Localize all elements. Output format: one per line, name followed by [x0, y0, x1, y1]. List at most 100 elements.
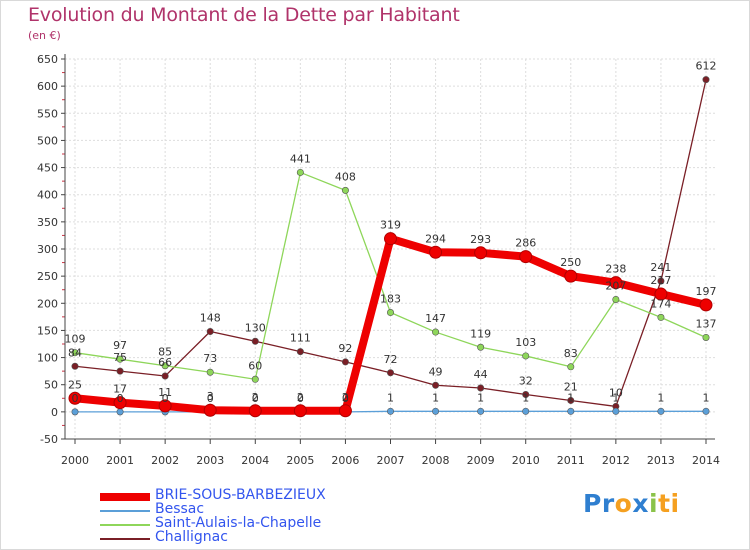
data-label: 84 [68, 346, 82, 359]
data-label: 2 [342, 391, 349, 404]
data-point [206, 368, 214, 376]
data-point [293, 404, 307, 418]
data-point [564, 269, 578, 283]
data-label: 286 [515, 237, 536, 250]
legend-swatch-brie [100, 493, 150, 501]
x-tick-label: 2004 [241, 454, 269, 467]
data-point [116, 355, 124, 363]
unit-label: (en €) [28, 29, 61, 42]
y-tick-label: 500 [37, 134, 58, 147]
data-point [519, 250, 533, 264]
data-label: 217 [650, 274, 671, 287]
data-point [251, 337, 259, 345]
data-label: 250 [560, 256, 581, 269]
data-point [386, 407, 394, 415]
y-tick-label: 300 [37, 243, 58, 256]
data-point [386, 369, 394, 377]
data-label: 2 [252, 391, 259, 404]
data-label: 25 [68, 378, 82, 391]
data-label: 92 [338, 342, 352, 355]
x-tick-label: 2007 [377, 454, 405, 467]
data-label: 2 [297, 391, 304, 404]
data-point [338, 404, 352, 418]
data-point [161, 372, 169, 380]
logo-part-5: ti [658, 489, 680, 518]
data-label: 1 [612, 391, 619, 404]
data-label: 60 [248, 359, 262, 372]
legend-label-brie: BRIE-SOUS-BARBEZIEUX [155, 487, 326, 503]
data-point [477, 343, 485, 351]
data-label: 1 [477, 391, 484, 404]
data-point [71, 408, 79, 416]
data-label: 241 [650, 261, 671, 274]
y-tick-label: 150 [37, 324, 58, 337]
x-tick-label: 2009 [467, 454, 495, 467]
data-point [68, 391, 82, 405]
x-tick-label: 2001 [106, 454, 134, 467]
data-point [657, 277, 665, 285]
x-tick-label: 2010 [512, 454, 540, 467]
data-point [71, 362, 79, 370]
data-point [71, 349, 79, 357]
chart-title: Evolution du Montant de la Dette par Hab… [28, 4, 460, 26]
data-point [612, 407, 620, 415]
x-tick-label: 2011 [557, 454, 585, 467]
data-label: 612 [696, 60, 717, 73]
data-point [657, 407, 665, 415]
data-point [477, 384, 485, 392]
data-label: 72 [384, 353, 398, 366]
x-tick-label: 2002 [151, 454, 179, 467]
data-point [474, 246, 488, 260]
data-label: 408 [335, 170, 356, 183]
data-label: 66 [158, 356, 172, 369]
series-lines [68, 76, 713, 418]
data-label: 0 [207, 392, 214, 405]
y-tick-label: 400 [37, 189, 58, 202]
data-point [203, 403, 217, 417]
y-tick-label: 550 [37, 107, 58, 120]
y-tick-label: 200 [37, 297, 58, 310]
data-label: 0 [342, 392, 349, 405]
data-label: 238 [605, 263, 626, 276]
data-label: 294 [425, 232, 446, 245]
data-label: 103 [515, 336, 536, 349]
data-point [522, 352, 530, 360]
data-point [702, 76, 710, 84]
data-label: 319 [380, 219, 401, 232]
legend-label-bessac: Bessac [155, 501, 205, 517]
data-label: 0 [162, 392, 169, 405]
data-label: 85 [158, 346, 172, 359]
data-point [248, 404, 262, 418]
data-label: 183 [380, 293, 401, 306]
data-point [654, 287, 668, 301]
data-point [567, 407, 575, 415]
data-point [432, 381, 440, 389]
data-label: 0 [117, 392, 124, 405]
data-label: 17 [113, 383, 127, 396]
data-label: 147 [425, 312, 446, 325]
data-point [384, 232, 397, 246]
data-label: 1 [567, 391, 574, 404]
data-label: 1 [432, 391, 439, 404]
axes: -500501001502002503003504004505005506006… [37, 53, 720, 467]
y-tick-label: 100 [37, 352, 58, 365]
data-point [567, 363, 575, 371]
data-point [161, 362, 169, 370]
x-tick-label: 2000 [61, 454, 89, 467]
legend-swatch-bessac [100, 510, 150, 512]
data-label: 44 [474, 368, 488, 381]
x-tick-label: 2014 [692, 454, 720, 467]
legend-label-challignac: Challignac [155, 529, 228, 545]
data-point [522, 407, 530, 415]
x-tick-label: 2005 [286, 454, 314, 467]
data-point [657, 313, 665, 321]
data-point [609, 276, 623, 290]
data-point [158, 399, 172, 413]
data-label: 0 [297, 392, 304, 405]
data-point [477, 407, 485, 415]
legend-swatch-challignac [100, 538, 150, 540]
data-label: 1 [657, 391, 664, 404]
